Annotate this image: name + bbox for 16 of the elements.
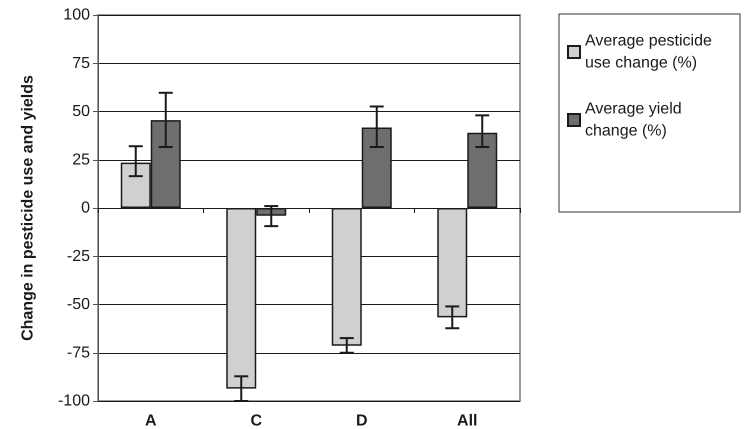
legend-label: Average yield change (%) <box>585 100 686 140</box>
legend-label: Average pesticide use change (%) <box>585 32 716 72</box>
y-tick-label: 0 <box>81 200 90 216</box>
x-tick-label: D <box>356 412 368 429</box>
y-tick-label: -25 <box>66 248 90 265</box>
y-tick-label: 100 <box>63 6 90 24</box>
y-tick-label: -75 <box>66 344 90 362</box>
y-tick-label: 25 <box>72 151 90 168</box>
y-tick-label: 50 <box>72 103 90 120</box>
y-tick-label: -100 <box>58 392 90 410</box>
y-tick-label: -50 <box>66 296 90 313</box>
y-axis-title: Change in pesticide use and yields <box>20 74 36 341</box>
x-tick-label: C <box>250 412 262 429</box>
y-tick-label: 75 <box>72 54 90 72</box>
x-tick-label: All <box>457 412 478 429</box>
x-tick-label: A <box>144 412 157 429</box>
